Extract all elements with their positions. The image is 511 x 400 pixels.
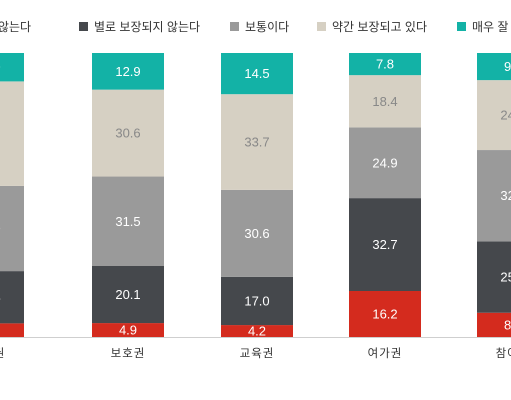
data-label: 32.7 <box>372 237 397 252</box>
data-label: 12.9 <box>115 64 140 79</box>
bar-segment <box>221 53 293 95</box>
bar-segment <box>0 53 24 82</box>
bar-segment <box>92 176 164 266</box>
bar-segment <box>0 81 24 186</box>
bar-segment <box>221 276 293 326</box>
legend-swatch <box>230 22 239 31</box>
category-label: 참여권 <box>496 347 511 360</box>
legend: 전혀 보장되지 않는다 별로 보장되지 않는다 보통이다 약간 보장되고 있다 매우 잘… <box>0 19 511 34</box>
category-label: 교육권 <box>240 347 275 360</box>
bar-segment <box>477 53 511 81</box>
data-label: 4.2 <box>248 324 266 339</box>
bar-segment <box>477 312 511 337</box>
legend-swatch <box>457 22 466 31</box>
data-label: 9.5 <box>504 59 511 74</box>
data-label: 30.6 <box>115 126 140 141</box>
data-label: 18.4 <box>372 94 397 109</box>
bar-segment <box>477 150 511 242</box>
bar-segment <box>92 89 164 177</box>
bar-segment <box>349 198 421 291</box>
bar-segment <box>477 80 511 151</box>
bar-segment <box>349 53 421 76</box>
data-label: 36.8 <box>0 126 1 141</box>
data-label: 10.0 <box>0 60 1 75</box>
bar-segment <box>221 189 293 277</box>
category-label: 보호권 <box>111 347 146 360</box>
legend-label: 전혀 보장되지 않는다 <box>0 20 31 34</box>
category-label: 생존권 <box>0 347 5 360</box>
data-label: 33.7 <box>244 135 269 150</box>
bar-segment <box>0 271 24 324</box>
legend-label: 매우 잘 보장되고 있다 <box>472 20 511 34</box>
data-label: 14.5 <box>244 66 269 81</box>
bar-segment <box>221 325 293 337</box>
data-label: 25.0 <box>500 270 511 285</box>
bar-segment <box>92 53 164 90</box>
data-label: 30.0 <box>0 221 1 236</box>
legend-swatch <box>317 22 326 31</box>
data-label: 24.9 <box>372 155 397 170</box>
data-label: 24.5 <box>500 108 511 123</box>
data-label: 20.1 <box>115 287 140 302</box>
data-label: 16.2 <box>372 306 397 321</box>
bar-segment <box>0 323 24 337</box>
bar-segment <box>92 266 164 324</box>
bar-segment <box>92 323 164 337</box>
category-label: 여가권 <box>368 347 403 360</box>
bar-segment <box>349 75 421 128</box>
bar-segment <box>477 241 511 313</box>
legend-swatch <box>79 22 88 31</box>
data-label: 4.9 <box>119 323 137 338</box>
bar-segment <box>349 290 421 337</box>
data-label: 30.6 <box>244 226 269 241</box>
data-label: 32.0 <box>500 188 511 203</box>
legend-label: 별로 보장되지 않는다 <box>94 20 200 34</box>
data-label: 8.5 <box>504 317 511 332</box>
data-label: 18.4 <box>0 290 1 305</box>
legend-label: 약간 보장되고 있다 <box>332 19 427 34</box>
data-label: 17.0 <box>244 293 269 308</box>
bar-segment <box>221 94 293 190</box>
bar-segment <box>0 185 24 272</box>
bars: 4.818.430.036.810.04.920.131.530.612.94.… <box>0 53 511 339</box>
category-labels: 생존권 보호권 교육권 여가권 참여권 <box>0 347 511 360</box>
data-label: 31.5 <box>115 214 140 229</box>
bar-segment <box>349 127 421 199</box>
data-label: 7.8 <box>376 57 394 72</box>
legend-label: 보통이다 <box>245 20 289 34</box>
